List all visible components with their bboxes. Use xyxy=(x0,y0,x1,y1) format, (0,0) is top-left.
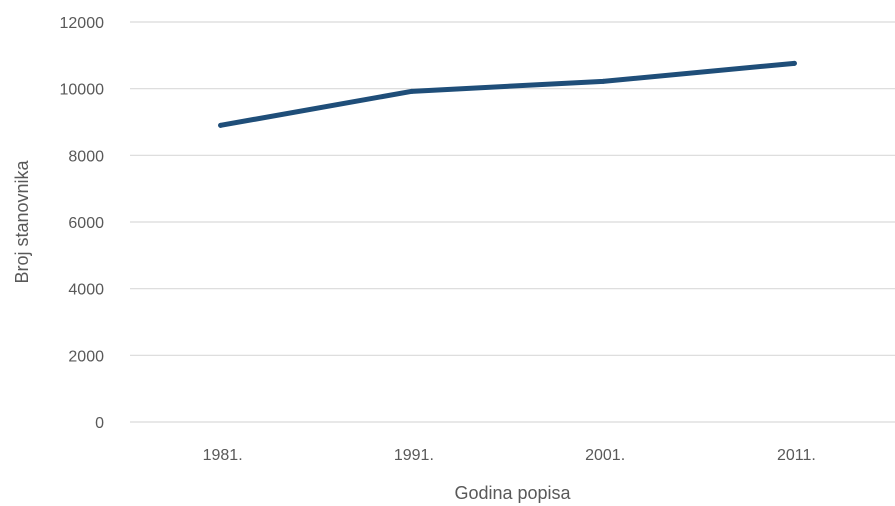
y-tick-label: 10000 xyxy=(60,82,105,99)
data-point-1991. xyxy=(409,88,415,94)
y-axis-tick-labels: 0 2000 4000 6000 8000 10000 12000 xyxy=(60,15,105,432)
x-axis-title: Godina popisa xyxy=(454,483,571,503)
y-tick-label: 4000 xyxy=(68,282,104,299)
y-tick-label: 2000 xyxy=(68,348,104,365)
x-tick-label: 1991. xyxy=(394,447,434,464)
y-tick-label: 12000 xyxy=(60,15,105,32)
y-tick-label: 0 xyxy=(95,415,104,432)
y-tick-label: 8000 xyxy=(68,148,104,165)
data-point-2001. xyxy=(600,78,606,84)
data-point-1981. xyxy=(218,122,224,128)
x-tick-label: 1981. xyxy=(203,447,243,464)
gridlines xyxy=(130,21,895,423)
x-tick-label: 2001. xyxy=(585,447,625,464)
data-point-2011. xyxy=(791,60,797,66)
series-line-0 xyxy=(218,60,797,128)
y-axis-title: Broj stanovnika xyxy=(12,159,32,283)
x-tick-label: 2011. xyxy=(777,447,816,464)
series-layer xyxy=(218,60,797,128)
x-axis-tick-labels: 1981. 1991. 2001. 2011. xyxy=(203,447,816,464)
y-tick-label: 6000 xyxy=(68,215,104,232)
